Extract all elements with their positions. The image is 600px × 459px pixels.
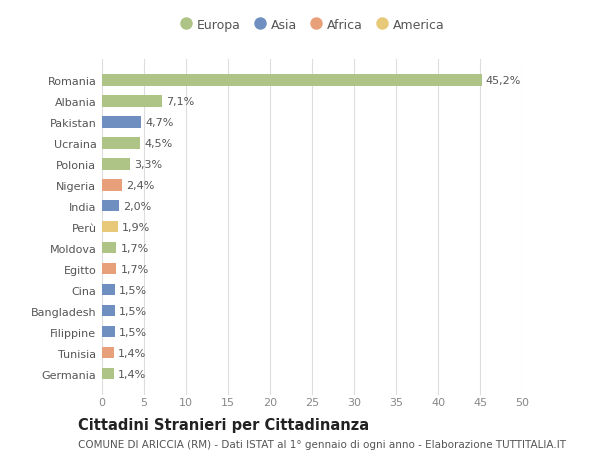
Bar	[102, 201, 119, 212]
Legend: Europa, Asia, Africa, America: Europa, Asia, Africa, America	[179, 19, 445, 32]
Bar	[102, 263, 116, 275]
Text: 4,7%: 4,7%	[146, 118, 174, 128]
Text: 1,4%: 1,4%	[118, 369, 146, 379]
Bar	[102, 326, 115, 338]
Bar	[102, 117, 142, 128]
Bar	[102, 159, 130, 170]
Bar	[102, 75, 482, 86]
Text: 45,2%: 45,2%	[486, 76, 521, 86]
Text: 4,5%: 4,5%	[144, 139, 172, 148]
Bar	[102, 368, 114, 380]
Bar	[102, 221, 118, 233]
Bar	[102, 179, 122, 191]
Bar	[102, 96, 161, 107]
Bar	[102, 305, 115, 317]
Text: 1,5%: 1,5%	[119, 327, 147, 337]
Text: 1,9%: 1,9%	[122, 222, 151, 232]
Text: 3,3%: 3,3%	[134, 159, 162, 169]
Text: 7,1%: 7,1%	[166, 96, 194, 106]
Bar	[102, 138, 140, 149]
Text: COMUNE DI ARICCIA (RM) - Dati ISTAT al 1° gennaio di ogni anno - Elaborazione TU: COMUNE DI ARICCIA (RM) - Dati ISTAT al 1…	[78, 439, 566, 449]
Text: 2,4%: 2,4%	[127, 180, 155, 190]
Text: 1,7%: 1,7%	[121, 264, 149, 274]
Text: 1,4%: 1,4%	[118, 348, 146, 358]
Text: Cittadini Stranieri per Cittadinanza: Cittadini Stranieri per Cittadinanza	[78, 417, 369, 432]
Bar	[102, 284, 115, 296]
Text: 1,5%: 1,5%	[119, 306, 147, 316]
Bar	[102, 242, 116, 254]
Bar	[102, 347, 114, 358]
Text: 2,0%: 2,0%	[123, 202, 151, 211]
Text: 1,7%: 1,7%	[121, 243, 149, 253]
Text: 1,5%: 1,5%	[119, 285, 147, 295]
